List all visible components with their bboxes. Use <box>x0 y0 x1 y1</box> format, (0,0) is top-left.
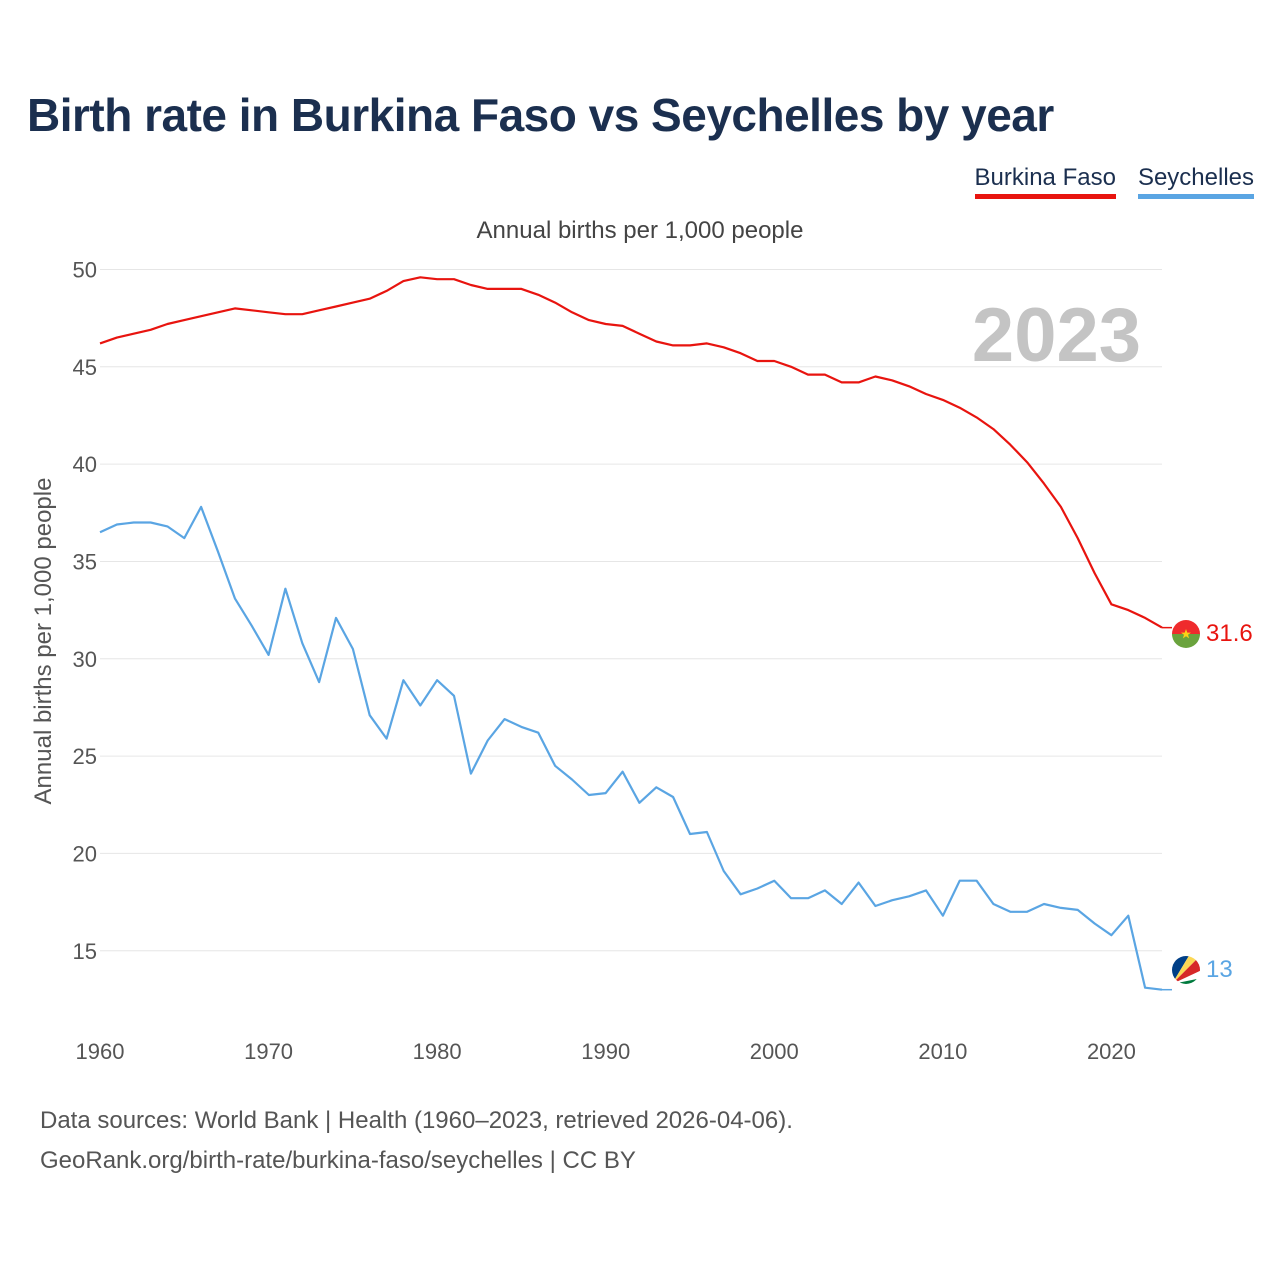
y-tick-label: 30 <box>73 647 97 672</box>
y-axis-ticks: 15 20 25 30 35 40 45 50 <box>73 257 97 963</box>
legend-item-seychelles[interactable]: Seychelles <box>1137 164 1254 199</box>
chart-subtitle: Annual births per 1,000 people <box>476 217 804 244</box>
end-label-burkina-faso: 31.6 <box>1206 620 1253 647</box>
legend: Burkina Faso Seychelles <box>974 164 1254 199</box>
end-label-seychelles: 13 <box>1206 956 1233 983</box>
footer-sources: Data sources: World Bank | Health (1960–… <box>40 1107 793 1134</box>
y-tick-label: 35 <box>73 549 97 574</box>
x-tick-label: 1970 <box>244 1039 293 1064</box>
legend-item-burkina-faso[interactable]: Burkina Faso <box>974 164 1116 199</box>
series-line-burkina-faso <box>99 276 1163 629</box>
x-tick-label: 2010 <box>918 1039 967 1064</box>
footer-link[interactable]: GeoRank.org/birth-rate/burkina-faso/seyc… <box>40 1147 636 1174</box>
grid-lines <box>100 268 1162 952</box>
series-lines <box>99 276 1172 991</box>
x-tick-label: 2000 <box>750 1039 799 1064</box>
x-tick-label: 2020 <box>1087 1039 1136 1064</box>
y-tick-label: 20 <box>73 841 97 866</box>
x-axis-ticks: 1960 1970 1980 1990 2000 2010 2020 <box>76 1039 1136 1064</box>
y-tick-label: 25 <box>73 744 97 769</box>
burkina-faso-flag-icon <box>1172 620 1200 648</box>
x-tick-label: 1960 <box>76 1039 125 1064</box>
year-watermark: 2023 <box>972 293 1141 378</box>
x-tick-label: 1990 <box>581 1039 630 1064</box>
y-tick-label: 40 <box>73 452 97 477</box>
y-tick-label: 50 <box>73 257 97 282</box>
y-tick-label: 15 <box>73 939 97 964</box>
y-axis-title: Annual births per 1,000 people <box>30 478 57 805</box>
series-line-seychelles <box>99 505 1163 991</box>
page-title: Birth rate in Burkina Faso vs Seychelles… <box>27 89 1054 141</box>
y-tick-label: 45 <box>73 355 97 380</box>
seychelles-flag-icon <box>1172 956 1200 984</box>
x-tick-label: 1980 <box>413 1039 462 1064</box>
